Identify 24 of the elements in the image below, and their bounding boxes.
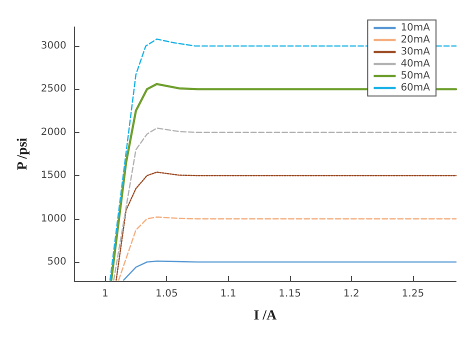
legend-label: 20mA — [400, 34, 430, 46]
line-series — [116, 171, 457, 281]
x-tick-label: 1.25 — [402, 288, 424, 300]
x-tick-label: 1.15 — [278, 288, 301, 300]
y-tick-label: 2000 — [40, 126, 66, 138]
y-tick-label: 500 — [47, 256, 66, 268]
x-tick-label: 1 — [102, 288, 108, 300]
x-axis-title: I /A — [254, 308, 278, 324]
legend-label: 10mA — [400, 22, 430, 34]
y-tick-label: 1500 — [40, 170, 66, 182]
y-tick-label: 1000 — [40, 213, 66, 224]
x-tick-label: 1.1 — [220, 288, 236, 300]
legend-label: 30mA — [400, 46, 430, 58]
y-axis-title: P /psi — [16, 138, 30, 170]
line-series — [113, 127, 457, 281]
legend-label: 50mA — [400, 70, 430, 82]
x-tick-label: 1.2 — [343, 288, 360, 300]
legend-label: 60mA — [400, 82, 430, 94]
x-tick-label: 1.05 — [156, 288, 178, 300]
line-series — [122, 260, 457, 281]
y-tick-label: 2500 — [40, 84, 66, 95]
y-tick-label: 3000 — [40, 40, 66, 52]
legend-label: 40mA — [400, 58, 430, 70]
line-series — [118, 216, 457, 281]
